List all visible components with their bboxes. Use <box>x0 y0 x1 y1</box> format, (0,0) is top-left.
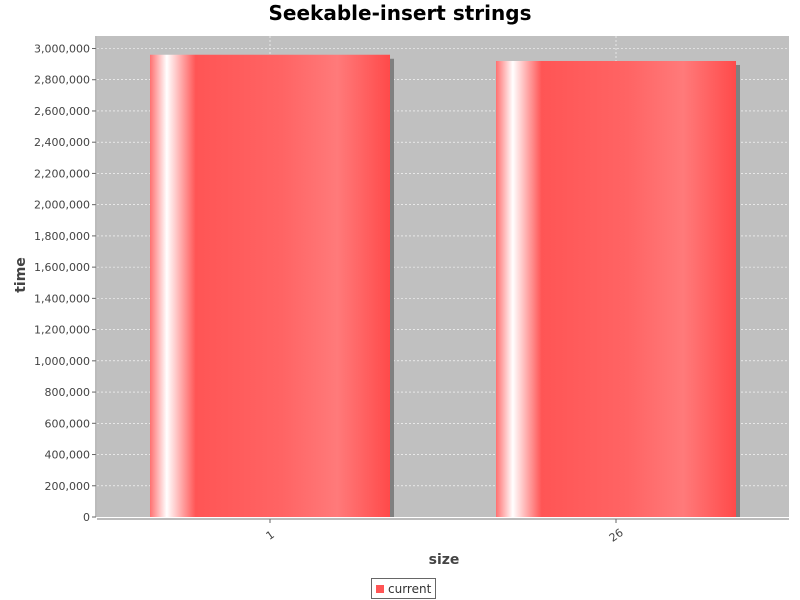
y-tick-label: 1,800,000 <box>34 230 90 243</box>
x-axis-label: size <box>428 552 460 568</box>
y-tick-label: 1,400,000 <box>34 292 90 305</box>
bar <box>496 60 736 518</box>
y-tick-label: 600,000 <box>45 417 91 430</box>
y-tick-label: 3,000,000 <box>34 42 90 55</box>
legend: current <box>371 578 437 599</box>
y-tick-label: 2,800,000 <box>34 74 90 87</box>
x-tick-label: 1 <box>264 528 277 543</box>
y-tick-label: 800,000 <box>45 386 91 399</box>
x-tick-label: 26 <box>607 526 626 545</box>
y-tick-label: 1,600,000 <box>34 261 90 274</box>
y-tick-label: 2,400,000 <box>34 136 90 149</box>
y-tick-label: 200,000 <box>45 480 91 493</box>
y-tick-label: 2,000,000 <box>34 199 90 212</box>
y-tick-label: 0 <box>83 511 90 524</box>
chart-title: Seekable-insert strings <box>268 1 532 25</box>
y-tick-label: 1,200,000 <box>34 324 90 337</box>
bar <box>150 54 390 517</box>
y-tick-label: 2,200,000 <box>34 167 90 180</box>
y-tick-label: 400,000 <box>45 449 91 462</box>
legend-swatch-current <box>376 584 384 593</box>
legend-label-current: current <box>388 581 432 596</box>
y-tick-label: 2,600,000 <box>34 105 90 118</box>
y-tick-label: 1,000,000 <box>34 355 90 368</box>
